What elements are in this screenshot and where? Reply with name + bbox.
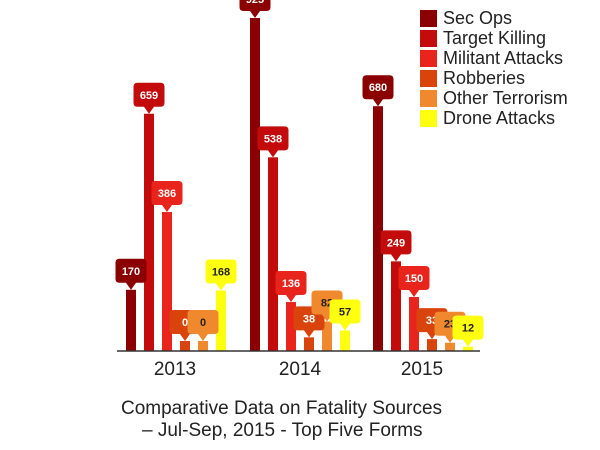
bar-target-killing-2013 xyxy=(144,113,154,351)
value-label: 538 xyxy=(264,133,282,145)
legend-swatch xyxy=(420,29,437,47)
caption-line-1: Comparative Data on Fatality Sources xyxy=(121,398,443,419)
legend-swatch xyxy=(420,69,437,87)
callout-shape xyxy=(187,310,219,341)
bar-drone-attacks-2014 xyxy=(340,330,350,351)
value-label: 150 xyxy=(405,273,423,285)
callout-shape xyxy=(362,75,394,107)
x-category-label: 2015 xyxy=(401,359,443,380)
value-label: 249 xyxy=(387,237,405,249)
value-label: 12 xyxy=(462,323,474,335)
legend-item-robberies: Robberies xyxy=(420,68,568,88)
value-callout: 0 xyxy=(187,310,219,341)
value-callout: 168 xyxy=(205,259,237,291)
bar-other-terrorism-2013 xyxy=(198,341,208,351)
callout-shape xyxy=(133,82,165,114)
value-callout: 659 xyxy=(133,82,165,114)
value-label: 57 xyxy=(339,306,351,318)
bar-sec-ops-2014 xyxy=(250,18,260,351)
value-label: 659 xyxy=(140,90,158,102)
value-label: 38 xyxy=(303,313,315,325)
bar-robberies-2015 xyxy=(427,339,437,351)
category-labels: 2013 2014 2015 xyxy=(154,359,443,380)
bar-militant-attacks-2013 xyxy=(162,212,172,351)
bar-robberies-2014 xyxy=(304,337,314,351)
legend-item-militant-attacks: Militant Attacks xyxy=(420,48,568,68)
legend-item-sec-ops: Sec Ops xyxy=(420,8,568,28)
value-callout: 57 xyxy=(329,299,361,331)
value-label: 386 xyxy=(158,188,176,200)
legend-label: Drone Attacks xyxy=(443,107,556,128)
value-callout: 136 xyxy=(275,271,307,303)
value-callout: 538 xyxy=(257,126,289,158)
callout-shape xyxy=(205,259,237,291)
legend-item-other-terrorism: Other Terrorism xyxy=(420,88,568,108)
legend-swatch xyxy=(420,49,437,67)
value-label: 168 xyxy=(212,267,230,279)
value-callout: 12 xyxy=(452,315,484,347)
value-callout: 249 xyxy=(380,230,412,262)
callout-shape xyxy=(115,258,147,290)
value-label: 136 xyxy=(282,278,300,290)
legend-label: Robberies xyxy=(443,67,526,88)
bars-layer xyxy=(126,18,473,351)
value-callout: 170 xyxy=(115,258,147,290)
x-category-label: 2013 xyxy=(154,359,196,380)
value-label: 680 xyxy=(369,82,387,94)
callout-shape xyxy=(239,0,271,18)
legend-label: Target Killing xyxy=(443,27,547,48)
x-category-label: 2014 xyxy=(279,359,322,380)
bar-militant-attacks-2014 xyxy=(286,302,296,351)
bar-militant-attacks-2015 xyxy=(409,297,419,351)
legend-swatch xyxy=(420,89,437,107)
callout-shape xyxy=(275,271,307,303)
legend-label: Other Terrorism xyxy=(443,87,568,108)
value-callout: 680 xyxy=(362,75,394,107)
legend-swatch xyxy=(420,9,437,27)
callout-shape xyxy=(151,181,183,213)
value-label: 170 xyxy=(122,266,140,278)
bar-target-killing-2015 xyxy=(391,261,401,351)
bar-other-terrorism-2015 xyxy=(445,342,455,351)
callout-shape xyxy=(329,299,361,331)
value-callout: 150 xyxy=(398,266,430,297)
callout-shape xyxy=(398,266,430,297)
callout-shape xyxy=(452,315,484,347)
legend-item-target-killing: Target Killing xyxy=(420,28,568,48)
value-label: 0 xyxy=(182,317,188,329)
bar-sec-ops-2015 xyxy=(373,106,383,351)
value-callout: 925 xyxy=(239,0,271,18)
bar-sec-ops-2013 xyxy=(126,289,136,351)
legend: Sec Ops Target Killing Militant Attacks … xyxy=(420,8,568,128)
value-callout: 386 xyxy=(151,181,183,213)
bar-target-killing-2014 xyxy=(268,157,278,351)
value-label: 925 xyxy=(246,0,264,6)
legend-item-drone-attacks: Drone Attacks xyxy=(420,108,568,128)
bar-robberies-2013 xyxy=(180,341,190,351)
bar-drone-attacks-2015 xyxy=(463,346,473,351)
callout-shape xyxy=(257,126,289,158)
legend-label: Militant Attacks xyxy=(443,47,564,68)
callout-shape xyxy=(380,230,412,262)
caption-line-2: – Jul-Sep, 2015 - Top Five Forms xyxy=(142,420,423,441)
bar-other-terrorism-2014 xyxy=(322,321,332,351)
value-label: 0 xyxy=(200,317,206,329)
bar-drone-attacks-2013 xyxy=(216,290,226,351)
legend-swatch xyxy=(420,109,437,127)
legend-label: Sec Ops xyxy=(443,7,513,28)
